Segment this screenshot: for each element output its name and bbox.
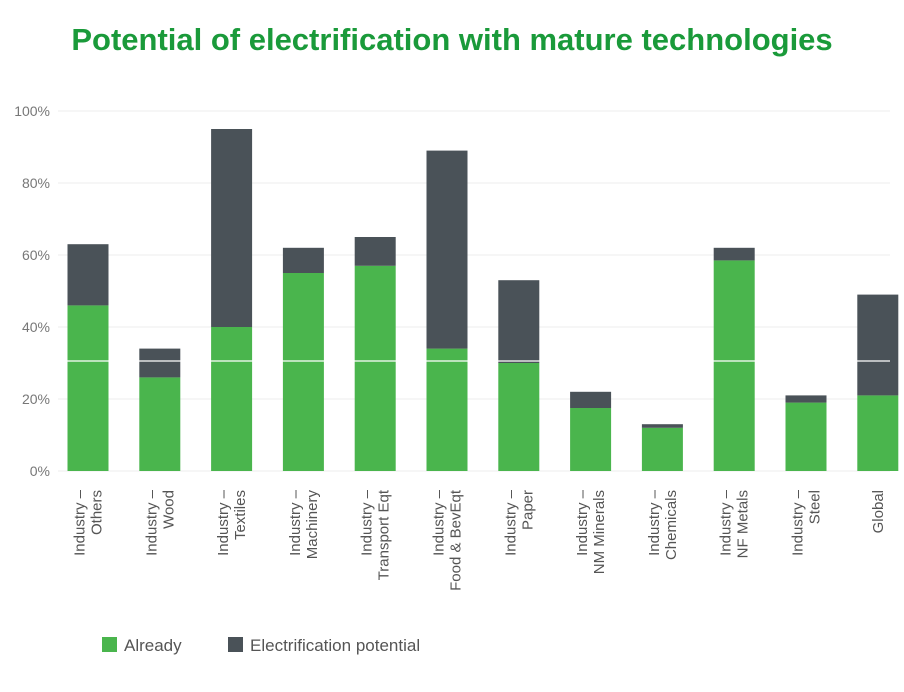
bar-potential [67, 244, 109, 306]
x-tick-label: Industry – Machinery [287, 489, 321, 559]
bar-already [641, 427, 683, 471]
x-tick-label-line: NF Metals [735, 490, 752, 558]
x-tick-label-line: Industry – [502, 489, 519, 556]
bar-potential [426, 150, 468, 349]
x-tick-label-line: Food & BevEqt [448, 489, 465, 591]
bar-already [570, 408, 612, 471]
x-tick-label-line: Chemicals [663, 490, 680, 560]
x-tick-label-line: Textiles [232, 490, 249, 540]
x-tick-label-line: Global [870, 490, 887, 533]
legend-label: Electrification potential [250, 636, 420, 655]
x-tick-label: Industry – NF Metals [718, 489, 752, 558]
bar-potential [641, 424, 683, 428]
y-tick-label: 0% [30, 463, 50, 479]
x-tick-label-line: Machinery [304, 490, 321, 560]
x-tick-label-line: Industry – [72, 489, 89, 556]
bar-potential [282, 247, 324, 273]
bar-potential [713, 247, 755, 261]
chart-title: Potential of electrification with mature… [71, 22, 833, 57]
bar-already [354, 265, 396, 471]
bar-potential [211, 129, 253, 327]
x-tick-label-line: NM Minerals [591, 490, 608, 574]
bar-already [426, 348, 468, 471]
x-tick-label-line: Industry – [359, 489, 376, 556]
y-tick-label: 20% [22, 391, 50, 407]
bar-potential [570, 391, 612, 408]
x-tick-label-line: Paper [519, 490, 536, 530]
bar-potential [857, 294, 899, 396]
x-tick-label-line: Industry – [431, 489, 448, 556]
bar-already [67, 305, 109, 471]
y-tick-label: 40% [22, 319, 50, 335]
legend-swatch [228, 637, 243, 652]
x-tick-label-line: Industry – [143, 489, 160, 556]
legend-swatch [102, 637, 117, 652]
x-tick-label: Industry – Wood [143, 489, 177, 556]
x-tick-label-line: Industry – [718, 489, 735, 556]
legend-label: Already [124, 636, 182, 655]
bar-potential [354, 237, 396, 266]
x-tick-label: Industry – Textiles [215, 489, 249, 556]
bar-already [282, 273, 324, 471]
x-tick-label-line: Steel [807, 490, 824, 524]
bar-already [785, 402, 827, 471]
x-tick-label: Industry – Chemicals [646, 489, 680, 560]
bar-potential [139, 348, 181, 378]
x-tick-label-line: Wood [160, 490, 177, 529]
x-tick-label-line: Industry – [574, 489, 591, 556]
x-tick-label: Global [870, 490, 887, 533]
y-tick-label: 100% [14, 103, 50, 119]
bar-potential [785, 395, 827, 403]
bar-already [211, 327, 253, 471]
x-tick-label: Industry – Paper [502, 489, 536, 556]
x-tick-label-line: Industry – [790, 489, 807, 556]
x-tick-label: Industry – NM Minerals [574, 489, 608, 574]
x-tick-label: Industry – Steel [790, 489, 824, 556]
bar-already [857, 395, 899, 471]
x-tick-label: Industry – Food & BevEqt [431, 489, 465, 591]
x-tick-label-line: Industry – [646, 489, 663, 556]
x-tick-label-line: Others [89, 490, 106, 535]
bar-already [498, 363, 540, 471]
bar-already [139, 377, 181, 471]
y-tick-label: 60% [22, 247, 50, 263]
bar-potential [498, 280, 540, 363]
y-tick-label: 80% [22, 175, 50, 191]
x-tick-label-line: Industry – [287, 489, 304, 556]
x-tick-label: Industry – Transport Eqt [359, 489, 393, 580]
x-tick-label: Industry – Others [72, 489, 106, 556]
x-tick-label-line: Transport Eqt [376, 489, 393, 580]
x-tick-label-line: Industry – [215, 489, 232, 556]
bar-already [713, 260, 755, 471]
